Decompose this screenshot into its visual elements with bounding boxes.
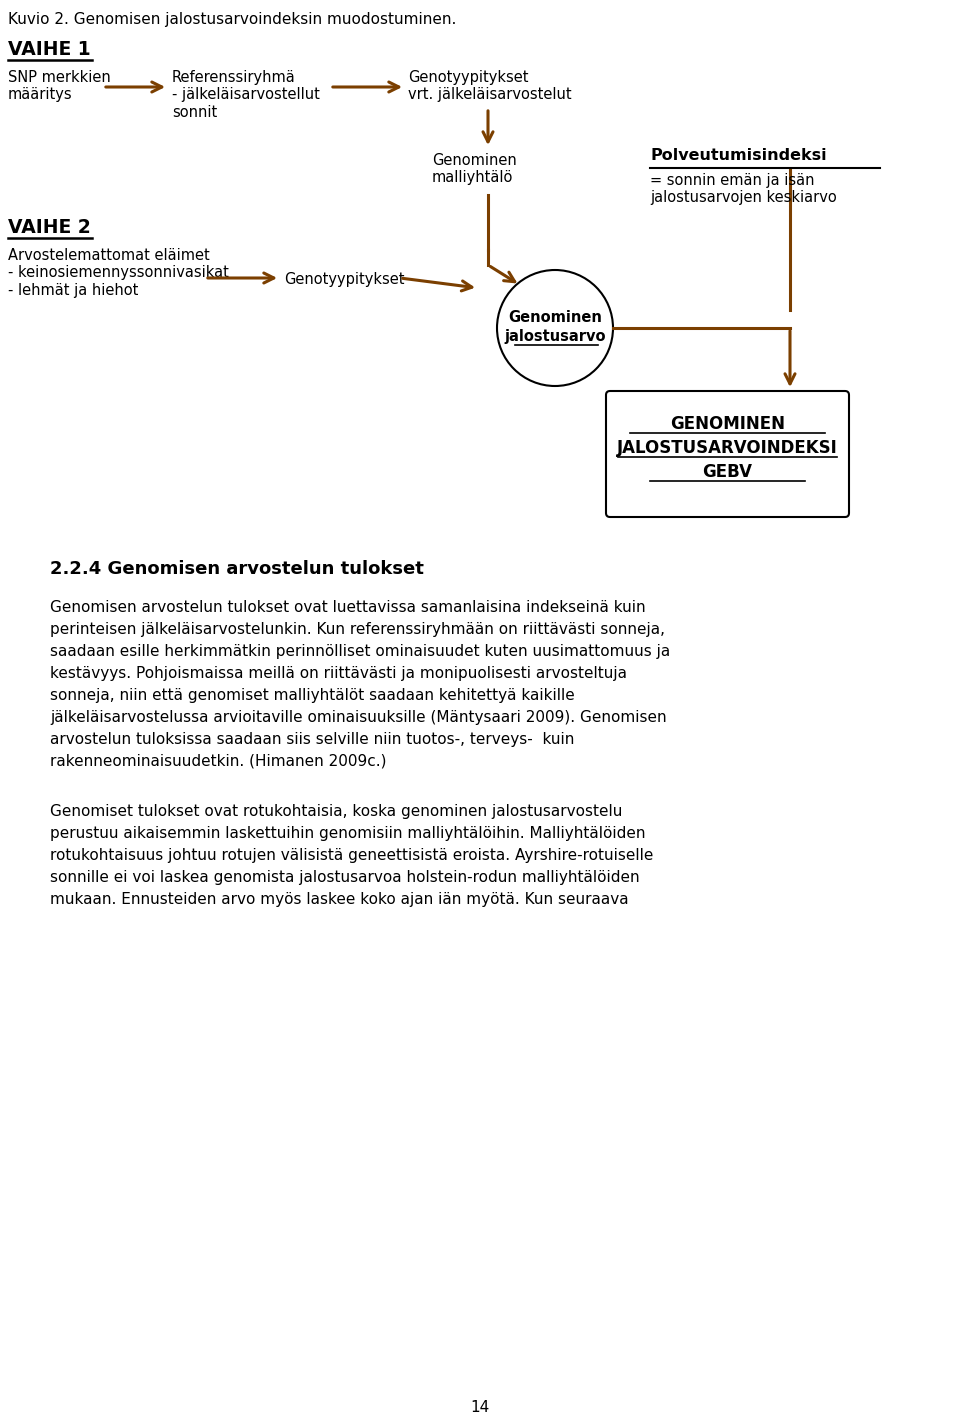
- Text: Kuvio 2. Genomisen jalostusarvoindeksin muodostuminen.: Kuvio 2. Genomisen jalostusarvoindeksin …: [8, 11, 456, 27]
- Text: arvostelun tuloksissa saadaan siis selville niin tuotos-, terveys-  kuin: arvostelun tuloksissa saadaan siis selvi…: [50, 732, 574, 747]
- Text: Genominen: Genominen: [508, 311, 602, 325]
- Text: 14: 14: [470, 1400, 490, 1415]
- Text: Genominen
malliyhtälö: Genominen malliyhtälö: [432, 153, 516, 185]
- Text: VAIHE 1: VAIHE 1: [8, 40, 90, 60]
- Text: JALOSTUSARVOINDEKSI: JALOSTUSARVOINDEKSI: [617, 439, 838, 458]
- Text: mukaan. Ennusteiden arvo myös laskee koko ajan iän myötä. Kun seuraava: mukaan. Ennusteiden arvo myös laskee kok…: [50, 892, 629, 907]
- Text: Genomisen arvostelun tulokset ovat luettavissa samanlaisina indekseinä kuin: Genomisen arvostelun tulokset ovat luett…: [50, 600, 646, 615]
- Text: sonneja, niin että genomiset malliyhtälöt saadaan kehitettyä kaikille: sonneja, niin että genomiset malliyhtälö…: [50, 688, 575, 703]
- Text: SNP merkkien
määritys: SNP merkkien määritys: [8, 70, 110, 102]
- Text: rakenneominaisuudetkin. (Himanen 2009c.): rakenneominaisuudetkin. (Himanen 2009c.): [50, 755, 387, 769]
- Text: Arvostelemattomat eläimet
- keinosiemennyssonnivasikat
- lehmät ja hiehot: Arvostelemattomat eläimet - keinosiemenn…: [8, 249, 228, 298]
- Text: rotukohtaisuus johtuu rotujen välisistä geneettisistä eroista. Ayrshire-rotuisel: rotukohtaisuus johtuu rotujen välisistä …: [50, 848, 654, 863]
- Text: Referenssiryhmä
- jälkeläisarvostellut
sonnit: Referenssiryhmä - jälkeläisarvostellut s…: [172, 70, 320, 119]
- Text: Genomiset tulokset ovat rotukohtaisia, koska genominen jalostusarvostelu: Genomiset tulokset ovat rotukohtaisia, k…: [50, 804, 622, 818]
- Text: = sonnin emän ja isän
jalostusarvojen keskiarvo: = sonnin emän ja isän jalostusarvojen ke…: [650, 173, 837, 206]
- Text: Genotyypitykset
vrt. jälkeläisarvostelut: Genotyypitykset vrt. jälkeläisarvostelut: [408, 70, 571, 102]
- Text: GEBV: GEBV: [703, 463, 753, 480]
- Text: perustuu aikaisemmin laskettuihin genomisiin malliyhtälöihin. Malliyhtälöiden: perustuu aikaisemmin laskettuihin genomi…: [50, 826, 645, 841]
- Text: 2.2.4 Genomisen arvostelun tulokset: 2.2.4 Genomisen arvostelun tulokset: [50, 560, 424, 578]
- Text: jalostusarvo: jalostusarvo: [504, 328, 606, 344]
- Text: sonnille ei voi laskea genomista jalostusarvoa holstein-rodun malliyhtälöiden: sonnille ei voi laskea genomista jalostu…: [50, 870, 639, 885]
- Text: Genotyypitykset: Genotyypitykset: [284, 271, 404, 287]
- Text: Polveutumisindeksi: Polveutumisindeksi: [650, 148, 827, 163]
- Text: jälkeläisarvostelussa arvioitaville ominaisuuksille (Mäntysaari 2009). Genomisen: jälkeläisarvostelussa arvioitaville omin…: [50, 710, 666, 725]
- Text: VAIHE 2: VAIHE 2: [8, 217, 91, 237]
- Text: kestävyys. Pohjoismaissa meillä on riittävästi ja monipuolisesti arvosteltuja: kestävyys. Pohjoismaissa meillä on riitt…: [50, 666, 627, 681]
- Text: GENOMINEN: GENOMINEN: [670, 415, 785, 433]
- FancyBboxPatch shape: [606, 391, 849, 517]
- Text: saadaan esille herkimmätkin perinnölliset ominaisuudet kuten uusimattomuus ja: saadaan esille herkimmätkin perinnöllise…: [50, 644, 670, 659]
- Text: perinteisen jälkeläisarvostelunkin. Kun referenssiryhmään on riittävästi sonneja: perinteisen jälkeläisarvostelunkin. Kun …: [50, 622, 665, 637]
